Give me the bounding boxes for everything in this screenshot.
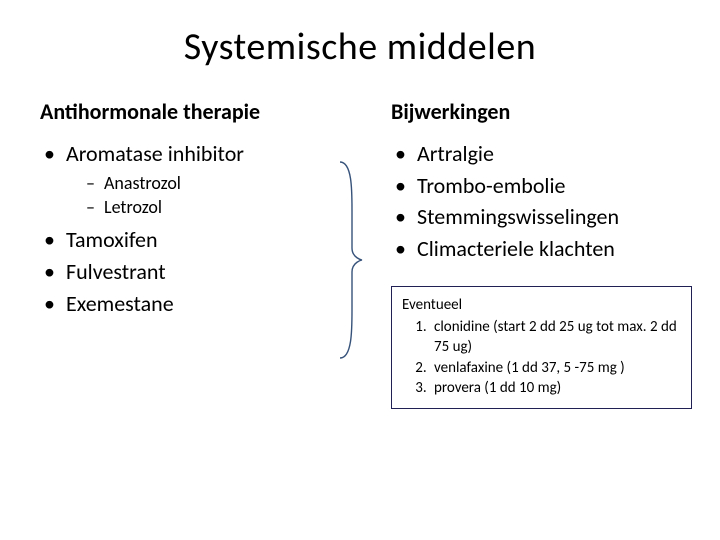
left-sub-letrozol: Letrozol	[86, 195, 341, 219]
left-item-exemestane: Exemestane	[40, 289, 341, 319]
note-item-venlafaxine: venlafaxine (1 dd 37, 5 -75 mg )	[430, 358, 681, 378]
left-item-tamoxifen: Tamoxifen	[40, 225, 341, 255]
note-title: Eventueel	[402, 295, 681, 315]
left-column-header: Antihormonale therapie	[40, 98, 341, 125]
curly-brace-icon	[332, 160, 366, 360]
list-item-label: Aromatase inhibitor	[66, 140, 244, 167]
left-item-aromatase: Aromatase inhibitor Anastrozol Letrozol	[40, 139, 341, 219]
slide-title: Systemische middelen	[0, 0, 720, 98]
note-item-provera: provera (1 dd 10 mg)	[430, 378, 681, 398]
left-main-list: Aromatase inhibitor Anastrozol Letrozol …	[40, 139, 341, 318]
right-item-artralgie: Artralgie	[391, 139, 692, 169]
right-column: Bijwerkingen Artralgie Trombo-embolie St…	[361, 98, 692, 409]
note-item-clonidine: clonidine (start 2 dd 25 ug tot max. 2 d…	[430, 317, 681, 358]
left-item-fulvestrant: Fulvestrant	[40, 257, 341, 287]
left-column: Antihormonale therapie Aromatase inhibit…	[40, 98, 361, 409]
right-item-trombo: Trombo-embolie	[391, 171, 692, 201]
left-sub-list: Anastrozol Letrozol	[66, 171, 341, 220]
right-column-header: Bijwerkingen	[391, 98, 692, 125]
right-item-climacteriele: Climacteriele klachten	[391, 234, 692, 264]
note-ordered-list: clonidine (start 2 dd 25 ug tot max. 2 d…	[402, 317, 681, 398]
note-box: Eventueel clonidine (start 2 dd 25 ug to…	[391, 286, 692, 409]
left-sub-anastrozol: Anastrozol	[86, 171, 341, 195]
right-main-list: Artralgie Trombo-embolie Stemmingswissel…	[391, 139, 692, 264]
right-item-stemming: Stemmingswisselingen	[391, 202, 692, 232]
